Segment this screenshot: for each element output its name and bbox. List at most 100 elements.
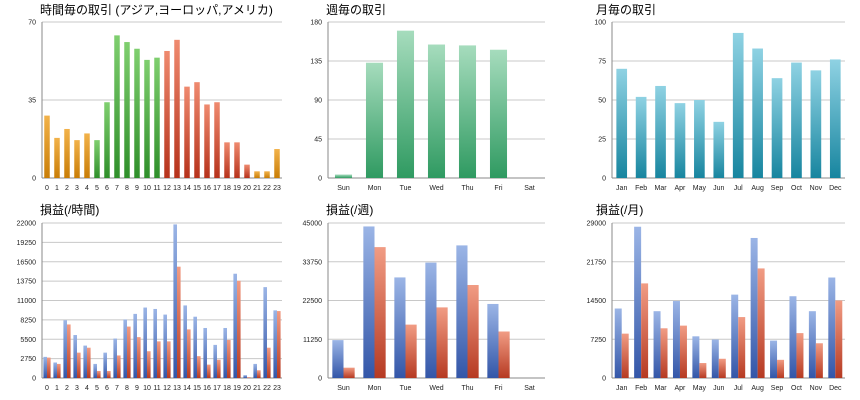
monthly-profit-loss-bar-Jun — [718, 358, 726, 378]
monthly-profit-title: 損益(/月) — [596, 202, 643, 217]
monthly-profit-profit-bar-Feb — [634, 226, 642, 378]
weekday-trades-x-tick: Wed — [429, 185, 443, 192]
monthly-profit-x-tick: Jan — [616, 385, 627, 392]
hourly-profit-x-tick: 14 — [183, 385, 191, 392]
hourly-trades-bar-19 — [234, 142, 240, 178]
weekday-trades-y-tick: 180 — [310, 20, 322, 27]
weekday-trades-bar-Fri — [489, 49, 508, 178]
hourly-profit-profit-bar-6 — [103, 352, 107, 378]
hourly-profit-loss-bar-7 — [117, 355, 121, 378]
monthly-profit-loss-bar-Feb — [641, 283, 649, 378]
monthly-trades-y-tick: 75 — [598, 59, 606, 66]
monthly-profit-y-tick: 0 — [602, 376, 606, 383]
monthly-profit-x-tick: Sep — [771, 385, 784, 392]
hourly-profit-loss-bar-10 — [147, 351, 151, 378]
hourly-profit-x-tick: 12 — [163, 385, 171, 392]
hourly-trades-bar-12 — [164, 50, 170, 178]
hourly-profit-x-tick: 5 — [95, 385, 99, 392]
monthly-profit-y-tick: 29000 — [587, 221, 607, 228]
hourly-trades-bar-7 — [114, 35, 120, 178]
hourly-profit-x-tick: 6 — [105, 385, 109, 392]
hourly-profit-loss-bar-16 — [207, 364, 211, 378]
weekday-trades-x-tick: Sat — [524, 185, 535, 192]
hourly-trades-x-tick: 4 — [85, 185, 89, 192]
weekday-profit-x-tick: Sat — [524, 385, 535, 392]
weekday-profit-y-tick: 33750 — [303, 259, 323, 266]
hourly-profit-y-tick: 22000 — [17, 221, 37, 228]
weekday-profit-x-tick: Mon — [368, 385, 382, 392]
weekday-profit-loss-bar-Fri — [498, 331, 510, 378]
monthly-profit-loss-bar-Jan — [621, 333, 629, 378]
monthly-trades-x-tick: Apr — [675, 185, 687, 192]
weekday-profit-loss-bar-Wed — [436, 307, 448, 378]
hourly-trades-bar-9 — [134, 48, 140, 178]
monthly-trades-bar-Feb — [635, 96, 647, 178]
hourly-profit-profit-bar-21 — [253, 363, 257, 378]
hourly-profit-y-tick: 5500 — [20, 337, 36, 344]
monthly-profit-profit-bar-Dec — [828, 277, 836, 378]
hourly-profit-y-tick: 13750 — [17, 279, 37, 286]
weekday-trades-x-tick: Fri — [494, 185, 503, 192]
monthly-profit-x-tick: Dec — [829, 385, 842, 392]
hourly-trades-bar-6 — [104, 102, 110, 178]
hourly-trades-x-tick: 20 — [243, 185, 251, 192]
hourly-trades-y-tick: 0 — [32, 176, 36, 183]
monthly-profit-profit-bar-Jan — [614, 308, 622, 378]
hourly-profit-loss-bar-21 — [257, 370, 261, 378]
weekday-trades-y-tick: 45 — [314, 137, 322, 144]
hourly-profit-profit-bar-1 — [53, 362, 57, 378]
weekday-profit-profit-bar-Fri — [487, 303, 499, 378]
hourly-profit-profit-bar-9 — [133, 313, 137, 378]
hourly-profit-chart: 損益(/時間)027505500825011000137501650019250… — [17, 202, 282, 392]
monthly-trades-y-tick: 100 — [594, 20, 606, 27]
weekday-profit-profit-bar-Sun — [332, 340, 344, 378]
hourly-trades-bar-14 — [184, 86, 190, 178]
monthly-trades-bar-Jun — [713, 121, 725, 178]
hourly-profit-loss-bar-17 — [217, 359, 221, 378]
hourly-profit-x-tick: 0 — [45, 385, 49, 392]
weekday-profit-x-tick: Thu — [461, 385, 473, 392]
hourly-profit-x-tick: 13 — [173, 385, 181, 392]
hourly-profit-loss-bar-8 — [127, 326, 131, 378]
monthly-trades-bar-Apr — [674, 103, 686, 178]
monthly-trades-x-tick: Mar — [655, 185, 668, 192]
hourly-profit-profit-bar-8 — [123, 319, 127, 378]
monthly-trades-bar-Nov — [810, 70, 822, 178]
monthly-trades-x-tick: Aug — [751, 185, 764, 192]
hourly-profit-x-tick: 15 — [193, 385, 201, 392]
monthly-trades-bar-Jan — [616, 68, 628, 178]
hourly-profit-profit-bar-0 — [43, 356, 47, 378]
weekday-profit-loss-bar-Mon — [374, 247, 386, 378]
hourly-trades-bar-8 — [124, 42, 130, 178]
hourly-trades-x-tick: 21 — [253, 185, 261, 192]
hourly-profit-x-tick: 22 — [263, 385, 271, 392]
weekday-trades-bar-Wed — [427, 44, 446, 179]
weekday-profit-y-tick: 45000 — [303, 221, 323, 228]
hourly-trades-x-tick: 6 — [105, 185, 109, 192]
hourly-trades-x-tick: 5 — [95, 185, 99, 192]
hourly-profit-loss-bar-2 — [67, 324, 71, 378]
monthly-trades-bar-Mar — [655, 85, 666, 178]
hourly-trades-x-tick: 17 — [213, 185, 221, 192]
hourly-trades-bar-21 — [254, 171, 260, 178]
hourly-profit-x-tick: 1 — [55, 385, 59, 392]
monthly-trades-x-tick: Jan — [616, 185, 627, 192]
hourly-profit-y-tick: 11000 — [17, 298, 36, 305]
hourly-profit-profit-bar-16 — [203, 327, 207, 378]
hourly-trades-x-tick: 13 — [173, 185, 181, 192]
hourly-profit-loss-bar-5 — [97, 370, 101, 378]
hourly-profit-x-tick: 4 — [85, 385, 89, 392]
monthly-profit-loss-bar-Nov — [815, 343, 823, 378]
hourly-profit-profit-bar-11 — [153, 308, 157, 378]
weekday-profit-x-tick: Fri — [494, 385, 503, 392]
hourly-profit-loss-bar-12 — [167, 341, 171, 378]
hourly-profit-profit-bar-15 — [193, 316, 197, 378]
hourly-trades-bar-13 — [174, 39, 180, 179]
hourly-trades-x-tick: 10 — [143, 185, 151, 192]
monthly-trades-x-tick: Jul — [734, 185, 743, 192]
monthly-profit-loss-bar-Apr — [679, 325, 687, 378]
monthly-profit-loss-bar-Sep — [777, 359, 785, 378]
monthly-trades-x-tick: Oct — [791, 185, 802, 192]
hourly-trades-bar-20 — [244, 164, 250, 178]
monthly-profit-loss-bar-Jul — [738, 317, 746, 378]
